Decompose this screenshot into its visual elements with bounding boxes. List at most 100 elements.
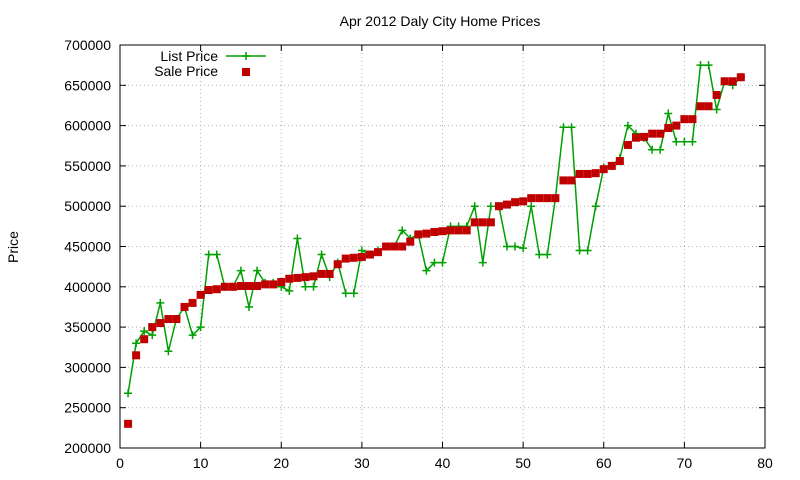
- point-sale-price: [728, 77, 737, 86]
- y-tick-label: 650000: [64, 77, 111, 93]
- point-sale-price: [519, 197, 528, 206]
- point-sale-price: [406, 237, 415, 246]
- legend-marker-list-price: [242, 52, 250, 60]
- point-sale-price: [712, 90, 721, 99]
- point-sale-price: [269, 280, 278, 289]
- point-sale-price: [414, 230, 423, 239]
- point-list-price: [535, 250, 544, 259]
- point-sale-price: [511, 198, 520, 207]
- point-sale-price: [180, 302, 189, 311]
- point-sale-price: [527, 194, 536, 203]
- point-sale-price: [535, 194, 544, 203]
- point-sale-price: [333, 260, 342, 269]
- legend-marker-sale-price: [242, 68, 250, 76]
- point-list-price: [253, 266, 262, 275]
- point-list-price: [188, 331, 197, 340]
- series-layer: [124, 61, 745, 428]
- y-axis-label: Price: [5, 231, 21, 263]
- point-sale-price: [382, 242, 391, 251]
- x-tick-label: 10: [193, 455, 209, 471]
- y-tick-label: 300000: [64, 359, 111, 375]
- point-sale-price: [438, 227, 447, 236]
- point-list-price: [293, 234, 302, 243]
- point-list-price: [301, 282, 310, 291]
- x-tick-label: 80: [757, 455, 773, 471]
- point-sale-price: [446, 226, 455, 235]
- point-sale-price: [317, 269, 326, 278]
- x-tick-label: 50: [515, 455, 531, 471]
- point-list-price: [196, 323, 205, 332]
- point-sale-price: [680, 115, 689, 124]
- ticks: 0 10 20 30 40 50 60 70 80 200000 250000 300000 35000…: [64, 37, 773, 471]
- point-sale-price: [325, 269, 334, 278]
- x-tick-label: 30: [354, 455, 370, 471]
- point-list-price: [309, 282, 318, 291]
- point-sale-price: [688, 115, 697, 124]
- point-sale-price: [599, 165, 608, 174]
- point-sale-price: [551, 194, 560, 203]
- point-list-price: [680, 137, 689, 146]
- point-sale-price: [253, 281, 262, 290]
- point-list-price: [696, 61, 705, 70]
- point-sale-price: [704, 102, 713, 111]
- point-sale-price: [503, 200, 511, 209]
- point-sale-price: [559, 176, 568, 185]
- point-sale-price: [172, 315, 181, 324]
- point-sale-price: [462, 226, 471, 235]
- y-tick-label: 350000: [64, 319, 111, 335]
- point-sale-price: [422, 229, 431, 238]
- point-list-price: [559, 123, 568, 132]
- point-list-price: [164, 347, 173, 356]
- chart-title: Apr 2012 Daly City Home Prices: [340, 13, 541, 29]
- point-list-price: [648, 145, 657, 154]
- point-list-price: [422, 266, 431, 275]
- point-list-price: [591, 202, 600, 211]
- point-list-price: [656, 145, 665, 154]
- point-list-price: [148, 331, 157, 340]
- point-sale-price: [357, 252, 366, 261]
- point-sale-price: [196, 290, 205, 299]
- point-list-price: [527, 202, 536, 211]
- point-list-price: [236, 266, 245, 275]
- point-sale-price: [486, 218, 495, 227]
- point-list-price: [398, 226, 407, 235]
- x-tick-label: 70: [677, 455, 693, 471]
- point-list-price: [349, 289, 358, 298]
- point-list-price: [519, 244, 528, 253]
- point-sale-price: [583, 169, 592, 178]
- y-tick-label: 400000: [64, 279, 111, 295]
- point-sale-price: [470, 218, 479, 227]
- point-sale-price: [664, 124, 673, 133]
- point-list-price: [567, 123, 576, 132]
- point-sale-price: [430, 227, 439, 236]
- series-sale-price: [124, 73, 745, 428]
- point-sale-price: [623, 140, 632, 149]
- point-sale-price: [228, 282, 237, 291]
- point-list-price: [156, 298, 165, 307]
- point-sale-price: [156, 319, 165, 328]
- point-sale-price: [245, 281, 253, 290]
- point-list-price: [478, 258, 487, 267]
- point-sale-price: [349, 253, 358, 262]
- point-sale-price: [236, 281, 245, 290]
- point-list-price: [583, 246, 592, 255]
- point-list-price: [245, 302, 253, 311]
- point-sale-price: [648, 129, 657, 138]
- point-sale-price: [140, 335, 149, 344]
- plot-frame: [119, 44, 766, 449]
- y-tick-label: 500000: [64, 198, 111, 214]
- point-sale-price: [656, 129, 665, 138]
- point-sale-price: [607, 161, 616, 170]
- point-sale-price: [591, 169, 600, 178]
- point-list-price: [140, 327, 149, 336]
- x-tick-label: 40: [435, 455, 451, 471]
- point-sale-price: [696, 102, 705, 111]
- point-sale-price: [615, 157, 624, 166]
- point-sale-price: [164, 315, 173, 324]
- point-list-price: [430, 258, 439, 267]
- point-sale-price: [640, 132, 649, 141]
- legend-label-list-price: List Price: [160, 48, 218, 64]
- point-list-price: [688, 137, 697, 146]
- point-sale-price: [132, 351, 141, 360]
- point-sale-price: [212, 285, 221, 294]
